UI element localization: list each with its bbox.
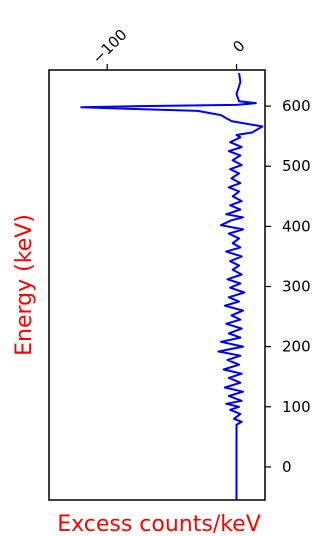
x-tick-label-0: −100 xyxy=(89,26,131,68)
y-tick-label-0: 0 xyxy=(282,458,292,476)
y-tick-label-4: 400 xyxy=(282,217,311,235)
y-tick-label-6: 600 xyxy=(282,97,311,115)
y-tick-label-5: 500 xyxy=(282,157,311,175)
y-tick-label-3: 300 xyxy=(282,278,311,296)
series-line-0 xyxy=(80,72,264,500)
y-axis-right: 0 100 200 300 400 500 600 xyxy=(265,97,311,476)
y-axis-title: Energy (keV) xyxy=(12,214,37,356)
x-tick-label-1: 0 xyxy=(229,37,248,56)
plot-area xyxy=(80,72,264,500)
x-axis-title: Excess counts/keV xyxy=(57,512,261,536)
y-tick-label-1: 100 xyxy=(282,398,311,416)
y-tick-label-2: 200 xyxy=(282,338,311,356)
plot-frame xyxy=(48,69,266,501)
x-axis-top: −100 0 xyxy=(89,26,249,70)
